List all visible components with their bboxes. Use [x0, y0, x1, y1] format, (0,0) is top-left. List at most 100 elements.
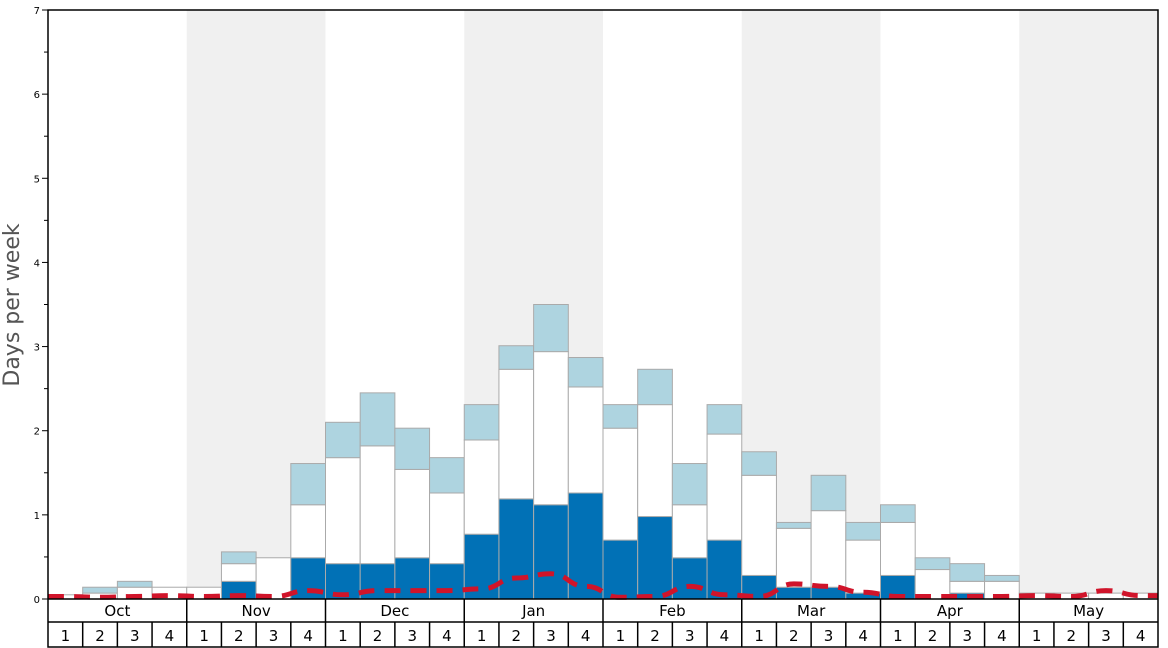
bar-segment-white — [1088, 592, 1124, 600]
month-band-may — [1019, 10, 1158, 599]
bar-segment-dark — [706, 539, 743, 600]
week-label: 2 — [928, 627, 938, 645]
y-tick-label: 2 — [34, 427, 40, 438]
week-label: 1 — [1032, 627, 1042, 645]
month-label-mar: Mar — [797, 602, 826, 620]
bar-segment-white — [810, 510, 847, 588]
week-label: 3 — [1101, 627, 1111, 645]
week-label: 4 — [858, 627, 868, 645]
bars-layer — [47, 304, 1159, 600]
week-label: 3 — [269, 627, 279, 645]
month-label-may: May — [1073, 602, 1104, 620]
bar-segment-light — [637, 368, 673, 406]
bar-segment-light — [775, 521, 812, 529]
bar-segment-white — [567, 386, 604, 494]
bar-segment-light — [914, 557, 951, 571]
bar-segment-white — [325, 457, 361, 565]
trend-line-layer — [48, 571, 1158, 600]
bar-segment-light — [325, 421, 361, 459]
week-label: 4 — [303, 627, 313, 645]
month-label-jan: Jan — [521, 602, 545, 620]
week-label: 1 — [477, 627, 487, 645]
month-label-apr: Apr — [937, 602, 964, 620]
month-label-oct: Oct — [104, 602, 130, 620]
week-label: 3 — [407, 627, 417, 645]
bar-segment-white — [845, 539, 881, 594]
bar-segment-light — [220, 551, 257, 565]
bar-segment-white — [706, 433, 743, 541]
bar-segment-white — [429, 492, 465, 565]
bar-segment-white — [220, 563, 257, 582]
bar-segment-light — [567, 357, 604, 388]
week-label: 4 — [165, 627, 175, 645]
week-label: 1 — [61, 627, 71, 645]
week-label: 1 — [754, 627, 764, 645]
week-label: 4 — [442, 627, 452, 645]
bar-segment-dark — [533, 504, 569, 600]
bar-segment-white — [671, 504, 708, 559]
week-label: 3 — [685, 627, 695, 645]
bar-segment-dark — [671, 557, 708, 600]
month-label-nov: Nov — [241, 602, 270, 620]
week-label: 3 — [130, 627, 140, 645]
bar-segment-light — [602, 404, 639, 429]
week-label: 2 — [234, 627, 244, 645]
bar-segment-dark — [498, 498, 535, 600]
bar-segment-light — [810, 474, 847, 512]
bar-segment-white — [741, 474, 777, 576]
bar-segment-light — [741, 451, 777, 476]
bar-segment-light — [429, 457, 465, 494]
bar-segment-light — [359, 392, 396, 447]
bar-segment-light — [394, 427, 431, 470]
week-label: 1 — [616, 627, 626, 645]
bar-segment-light — [949, 563, 986, 582]
trend-line — [48, 571, 1158, 600]
week-label: 2 — [1067, 627, 1077, 645]
bar-segment-dark — [602, 539, 639, 600]
week-label: 3 — [962, 627, 972, 645]
bar-segment-light — [116, 580, 153, 588]
week-label: 2 — [650, 627, 660, 645]
week-label: 1 — [199, 627, 209, 645]
week-label: 3 — [824, 627, 834, 645]
y-tick-label: 4 — [34, 258, 40, 269]
week-label: 2 — [512, 627, 522, 645]
month-label-dec: Dec — [380, 602, 409, 620]
y-tick-label: 3 — [34, 343, 40, 354]
week-label: 4 — [581, 627, 591, 645]
bar-segment-light — [82, 586, 118, 594]
y-axis: 0 1 2 3 4 5 6 7 — [34, 6, 48, 606]
bar-segment-light — [671, 463, 708, 506]
week-label: 2 — [373, 627, 383, 645]
y-tick-label: 7 — [34, 6, 40, 17]
bar-segment-light — [463, 404, 500, 441]
bar-segment-white — [637, 404, 673, 518]
bar-segment-white — [290, 504, 326, 559]
bar-segment-white — [394, 468, 431, 559]
week-label: 1 — [338, 627, 348, 645]
y-tick-label: 6 — [34, 90, 40, 101]
week-label: 4 — [1136, 627, 1146, 645]
week-label: 1 — [893, 627, 903, 645]
bar-segment-white — [463, 439, 500, 535]
y-axis-label: Days per week — [0, 223, 25, 386]
bar-segment-dark — [429, 563, 465, 600]
bar-segment-dark — [775, 586, 812, 600]
y-tick-label: 1 — [34, 511, 40, 522]
bar-segment-white — [359, 445, 396, 565]
week-label: 4 — [997, 627, 1007, 645]
bar-segment-dark — [637, 516, 673, 600]
bar-segment-white — [602, 427, 639, 541]
month-label-feb: Feb — [659, 602, 686, 620]
bar-segment-white — [949, 580, 986, 594]
week-label: 3 — [546, 627, 556, 645]
y-tick-label: 0 — [34, 595, 40, 606]
week-label: 2 — [95, 627, 105, 645]
bar-segment-white — [880, 521, 916, 576]
bar-segment-light — [880, 504, 916, 523]
bar-segment-light — [845, 521, 881, 541]
week-label: 2 — [789, 627, 799, 645]
week-label: 4 — [720, 627, 730, 645]
y-tick-label: 5 — [34, 174, 40, 185]
